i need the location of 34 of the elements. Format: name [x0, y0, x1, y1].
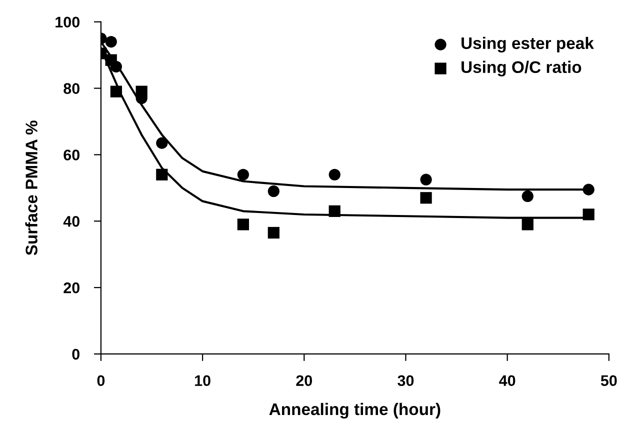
x-tick-label: 0 — [97, 375, 105, 386]
point — [136, 86, 148, 98]
point — [268, 185, 280, 198]
x-axis-title: Annealing time (hour) — [269, 402, 440, 419]
x-tick-label: 40 — [499, 375, 516, 386]
point — [420, 174, 432, 186]
point — [156, 168, 168, 180]
point — [582, 184, 594, 196]
point — [522, 190, 534, 202]
point — [268, 226, 280, 239]
point — [110, 86, 122, 98]
legend-label: Using O/C ratio — [462, 60, 582, 76]
point — [522, 218, 534, 230]
point — [237, 218, 249, 230]
x-tick-label: 50 — [600, 375, 617, 386]
x-tick-label: 10 — [195, 375, 210, 386]
point — [582, 208, 594, 220]
y-tick-label: 0 — [72, 348, 80, 360]
y-tick-label: 80 — [64, 83, 80, 94]
point — [237, 168, 249, 180]
y-tick-label: 40 — [63, 216, 80, 227]
x-tick-label: 20 — [296, 375, 312, 386]
point — [156, 137, 168, 149]
point — [328, 205, 340, 217]
y-tick-label: 100 — [56, 16, 80, 28]
legend-label: Using ester peak — [462, 36, 594, 52]
y-tick-label: 20 — [64, 282, 80, 294]
x-tick-label: 30 — [398, 375, 414, 386]
y-tick-label: 60 — [64, 150, 80, 160]
point — [420, 192, 432, 204]
point — [105, 36, 117, 48]
point — [328, 168, 340, 180]
point — [105, 54, 117, 66]
y-axis-title: Surface PMMA % — [25, 120, 38, 256]
